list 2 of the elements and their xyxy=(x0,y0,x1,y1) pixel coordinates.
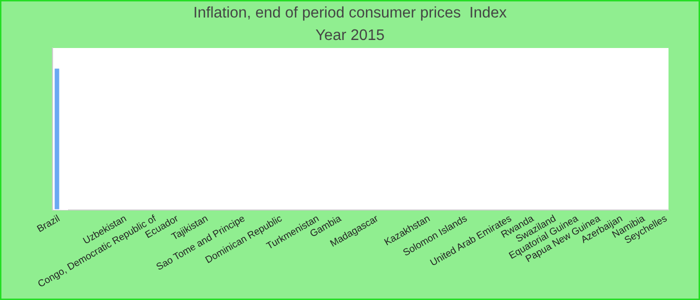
chart-title: Inflation, end of period consumer prices Index xyxy=(194,6,507,21)
chart-subtitle: Year 2015 xyxy=(316,29,384,40)
